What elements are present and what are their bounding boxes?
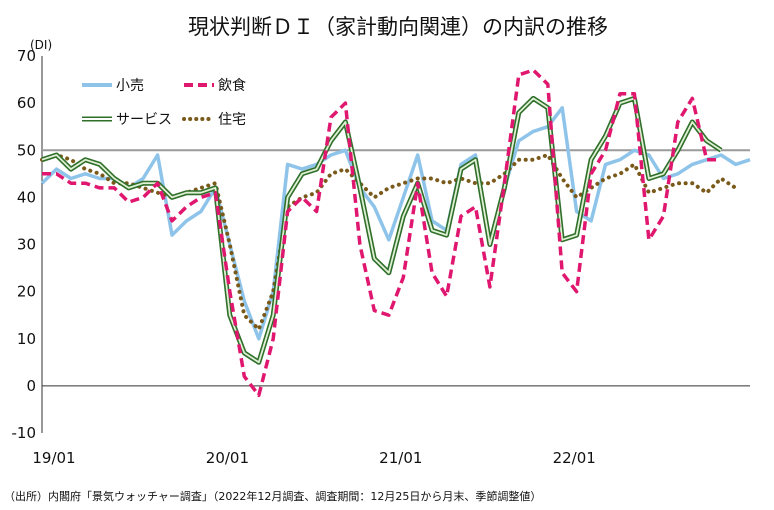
series-layer	[40, 68, 751, 398]
y-tick-label: 40	[17, 188, 36, 206]
x-axis-ticks: 19/01 20/01 21/01 22/01	[32, 449, 595, 467]
legend-item-service: サービス	[82, 112, 172, 128]
x-tick-label: 21/01	[379, 449, 422, 467]
x-tick-label: 20/01	[206, 449, 249, 467]
y-tick-label: 0	[26, 377, 36, 395]
y-axis-ticks: -10 0 10 20 30 40 50 60 70	[12, 47, 37, 442]
y-tick-label: 20	[17, 283, 36, 301]
x-tick-label: 19/01	[32, 449, 75, 467]
x-tick-label: 22/01	[553, 449, 596, 467]
legend-label-service: サービス	[116, 112, 172, 128]
source-note: （出所）内閣府「景気ウォッチャー調査」（2022年12月調査、調査期間：12月2…	[4, 489, 541, 503]
y-tick-label: 60	[17, 94, 36, 112]
legend-label-retail: 小売	[116, 78, 144, 94]
legend-item-food: 飲食	[184, 77, 246, 94]
legend: 小売 飲食 サービス 住宅	[82, 77, 246, 128]
series-3	[40, 153, 738, 332]
series-line-outer	[41, 95, 723, 365]
y-tick-label: 10	[17, 330, 36, 348]
series-2	[41, 95, 723, 365]
y-axis-unit: (DI)	[30, 38, 52, 52]
series-line-inner	[41, 97, 722, 364]
legend-label-food: 飲食	[218, 77, 246, 94]
legend-item-retail: 小売	[82, 78, 144, 94]
series-0	[40, 106, 751, 341]
series-line	[40, 153, 738, 332]
series-line	[40, 106, 751, 341]
y-tick-label: -10	[12, 424, 37, 442]
y-tick-label: 50	[17, 141, 36, 159]
series-1	[42, 68, 722, 398]
legend-label-housing: 住宅	[218, 112, 246, 128]
legend-item-housing: 住宅	[182, 112, 246, 128]
y-tick-label: 30	[17, 236, 36, 254]
y-tick-label: 70	[17, 47, 36, 65]
chart-title: 現状判断ＤＩ（家計動向関連）の内訳の推移	[188, 15, 608, 39]
series-line	[42, 68, 722, 398]
